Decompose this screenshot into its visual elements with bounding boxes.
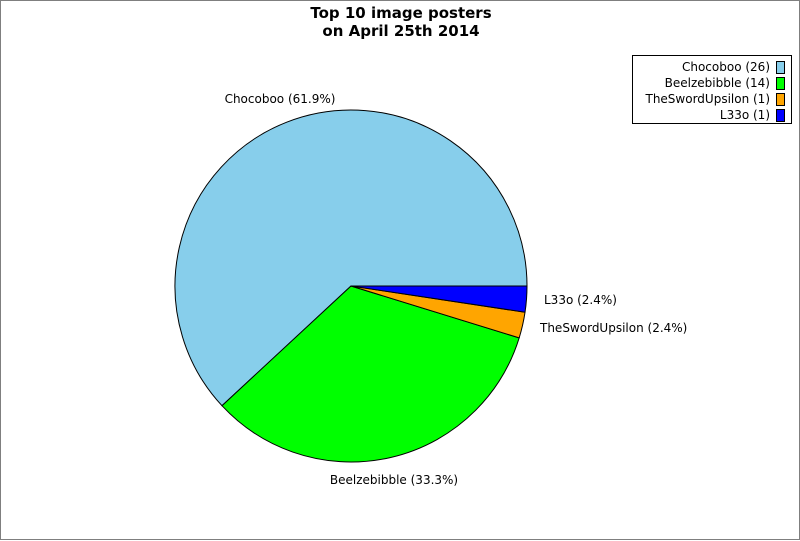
slice-label-l33o: L33o (2.4%) — [544, 293, 617, 307]
legend-item-beelzebibble: Beelzebibble (14) — [665, 75, 785, 91]
legend-label-theswordupsilon: TheSwordUpsilon (1) — [645, 92, 770, 106]
legend-label-chocoboo: Chocoboo (26) — [681, 60, 770, 74]
legend-swatch-chocoboo — [776, 60, 785, 74]
chart-title-line-2: on April 25th 2014 — [322, 22, 480, 40]
chart-title: Top 10 image posters on April 25th 2014 — [1, 4, 800, 40]
pie-slice-l33o — [350, 285, 528, 313]
legend-label-l33o: L33o (1) — [719, 108, 770, 122]
legend-item-theswordupsilon: TheSwordUpsilon (1) — [645, 91, 785, 107]
slice-label-beelzebibble: Beelzebibble (33.3%) — [330, 473, 458, 487]
legend-swatch-l33o — [776, 108, 785, 122]
slice-label-theswordupsilon: TheSwordUpsilon (2.4%) — [539, 321, 687, 335]
legend-swatch-theswordupsilon — [776, 92, 785, 106]
legend-swatch-beelzebibble — [776, 76, 785, 90]
pie-slice-beelzebibble — [221, 285, 520, 463]
pie-slice-chocoboo — [174, 109, 528, 407]
legend-item-l33o: L33o (1) — [720, 107, 785, 123]
slice-label-chocoboo: Chocoboo (61.9%) — [225, 92, 336, 106]
legend-item-chocoboo: Chocoboo (26) — [682, 59, 785, 75]
legend-label-beelzebibble: Beelzebibble (14) — [664, 76, 770, 90]
legend: Chocoboo (26) Beelzebibble (14) TheSword… — [632, 55, 792, 124]
chart-title-line-1: Top 10 image posters — [310, 4, 492, 22]
